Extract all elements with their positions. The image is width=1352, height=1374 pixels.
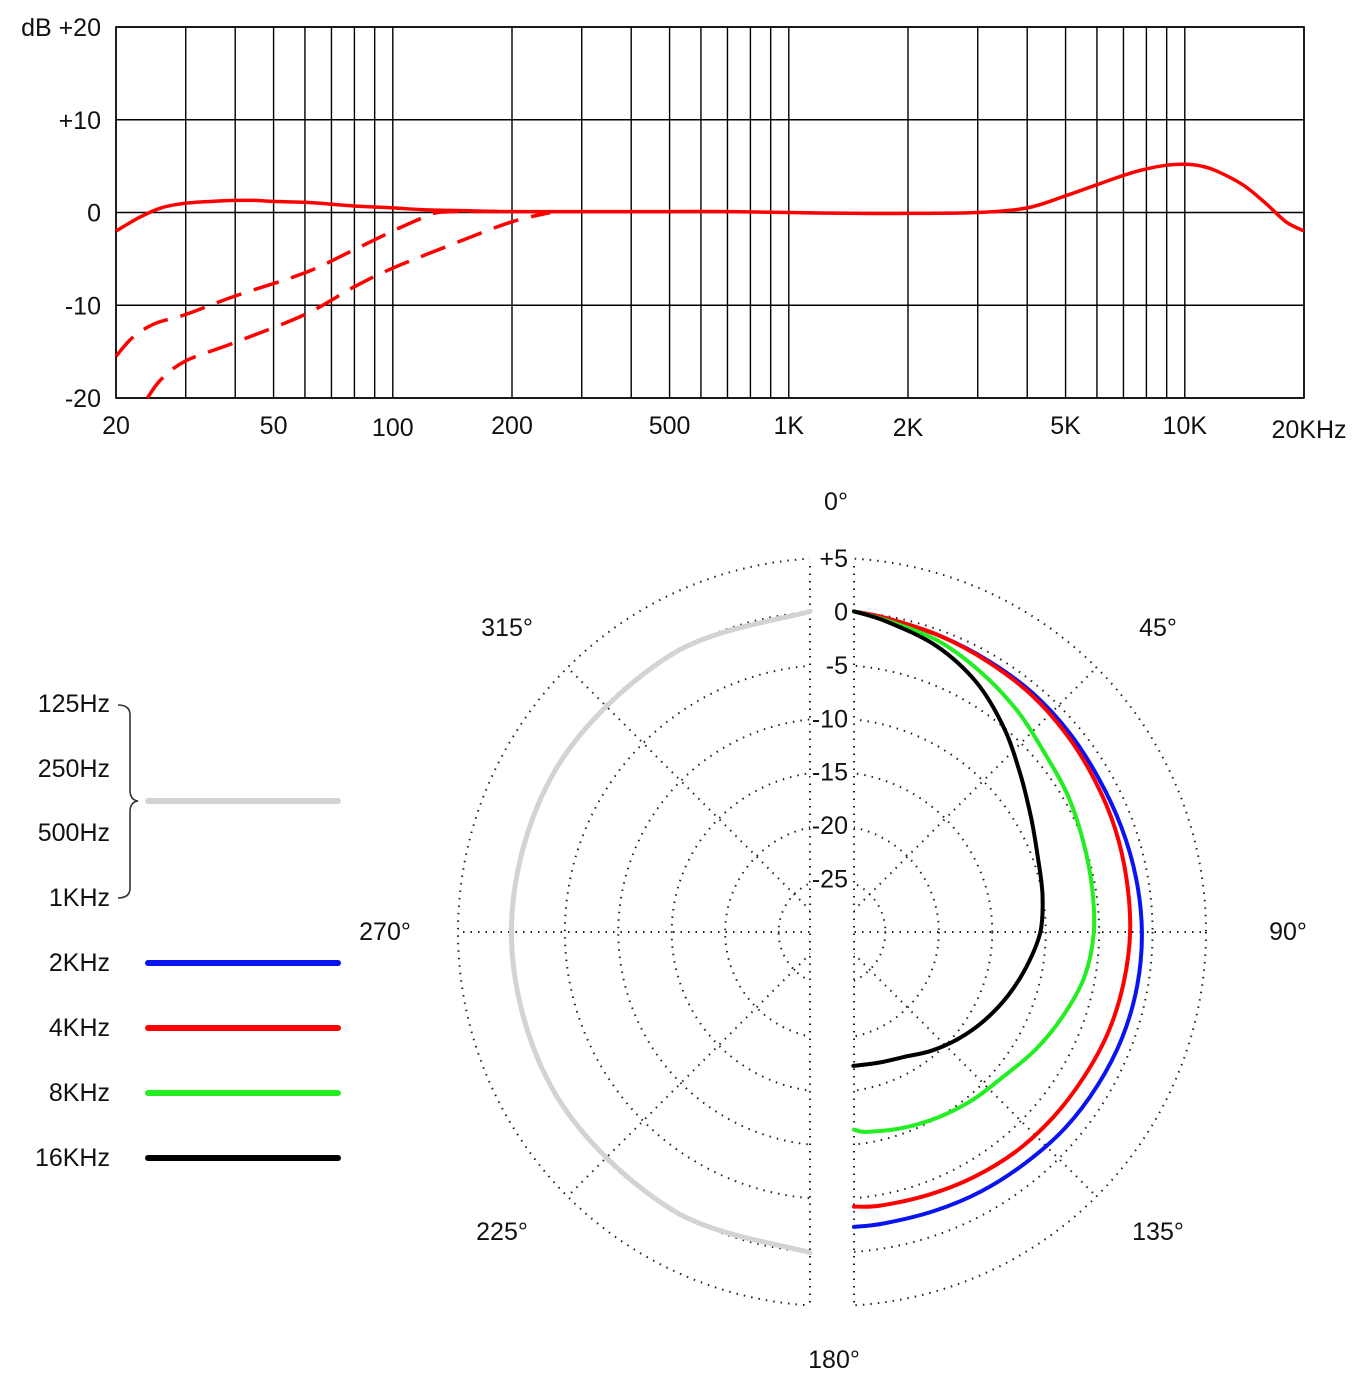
radial-tick-labels: +5 0 -5 -10 -15 -20 -25 <box>809 543 850 897</box>
angle-label: 0° <box>824 488 848 516</box>
legend-brace <box>117 704 139 899</box>
radial-tick-label: -10 <box>812 705 848 733</box>
angle-label: 270° <box>359 918 411 946</box>
y-tick-label: dB +20 <box>21 14 101 42</box>
radial-tick-label: -15 <box>812 759 848 787</box>
legend-items: 2KHz 4KHz 8KHz 16KHz <box>35 949 341 1172</box>
polar-ring <box>617 717 1047 1147</box>
radial-tick-label: -5 <box>826 652 848 680</box>
polar-grid <box>457 553 1207 1311</box>
polar-series-line <box>851 609 1045 1068</box>
legend-item-label: 16KHz <box>35 1144 110 1172</box>
radial-tick-label: -20 <box>812 812 848 840</box>
x-tick-label: 50 <box>260 412 288 440</box>
polar-series-line <box>508 608 813 1256</box>
polar-series <box>508 608 1144 1256</box>
y-tick-labels: -20 -10 0 +10 dB +20 <box>21 14 101 413</box>
polar-legend: 125Hz 250Hz 500Hz 1KHz 2KHz 4KHz 8KHz 16KHz <box>35 690 341 1172</box>
x-tick-label: 200 <box>491 412 533 440</box>
angle-label: 315° <box>481 614 533 642</box>
x-tick-label: 2K <box>893 414 924 442</box>
radial-tick-label: +5 <box>819 545 848 573</box>
y-tick-label: 0 <box>87 200 101 228</box>
legend-group-label: 500Hz <box>38 819 110 847</box>
angle-label: 45° <box>1139 614 1177 642</box>
polar-pattern-chart: +5 0 -5 -10 -15 -20 -25 0° 45° 90° 135° 180° 225° 27… <box>359 488 1307 1374</box>
x-tick-label: 100 <box>372 414 414 442</box>
x-tick-label: 1K <box>773 412 804 440</box>
frequency-plot-frame <box>115 26 1305 399</box>
legend-item-label: 2KHz <box>49 949 110 977</box>
legend-item-label: 8KHz <box>49 1079 110 1107</box>
legend-item-label: 4KHz <box>49 1014 110 1042</box>
legend-group-label: 250Hz <box>38 755 110 783</box>
x-tick-label: 500 <box>649 412 691 440</box>
x-tick-label: 20 <box>102 412 130 440</box>
polar-ring <box>670 770 994 1094</box>
polar-series-line <box>852 609 1144 1229</box>
legend-group-label: 1KHz <box>49 884 110 912</box>
rolloff-dashed-series-line <box>145 210 551 400</box>
radial-tick-label: 0 <box>834 598 848 626</box>
polar-spoke <box>831 666 1098 933</box>
angle-labels: 0° 45° 90° 135° 180° 225° 270° 315° <box>359 488 1307 1374</box>
frequency-series <box>114 162 1305 400</box>
angle-label: 180° <box>808 1346 860 1374</box>
x-tick-label: 5K <box>1050 412 1081 440</box>
angle-label: 135° <box>1132 1218 1184 1246</box>
rolloff-dashed-series-line <box>114 209 513 358</box>
polar-series-line <box>852 609 1097 1134</box>
polar-center-gap <box>810 553 854 1311</box>
y-tick-label: -20 <box>65 385 101 413</box>
y-tick-label: +10 <box>59 107 101 135</box>
legend-low-frequency-group: 125Hz 250Hz 500Hz 1KHz <box>38 690 341 912</box>
x-tick-label: 10K <box>1163 412 1208 440</box>
angle-label: 225° <box>476 1218 528 1246</box>
frequency-response-line <box>115 162 1305 233</box>
legend-group-label: 125Hz <box>38 690 110 718</box>
angle-label: 90° <box>1269 918 1307 946</box>
polar-ring <box>563 663 1101 1201</box>
x-tick-labels: 20 50 100 200 500 1K 2K 5K 10K 20KHz <box>102 412 1346 444</box>
radial-tick-label: -25 <box>812 866 848 894</box>
x-tick-label: 20KHz <box>1271 416 1346 444</box>
y-tick-label: -10 <box>65 292 101 320</box>
polar-ring <box>457 557 1207 1307</box>
polar-series-line <box>852 609 1133 1209</box>
